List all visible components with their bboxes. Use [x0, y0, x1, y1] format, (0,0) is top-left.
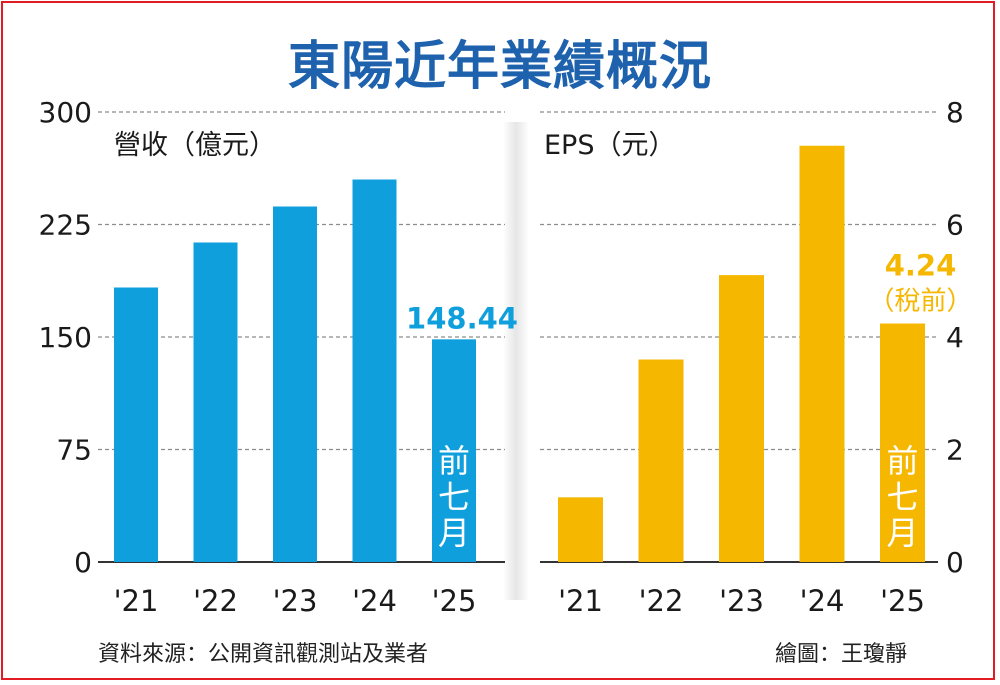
eps-category-label: '25 [880, 584, 925, 618]
revenue-bar [193, 242, 238, 562]
revenue-ytick-label: 225 [39, 209, 92, 242]
revenue-ytick-label: 75 [56, 434, 92, 467]
revenue-category-label: '21 [114, 584, 159, 618]
eps-category-label: '24 [800, 584, 845, 618]
eps-bar [799, 145, 845, 562]
revenue-bar-note-char: 月 [438, 514, 470, 552]
eps-bar [638, 359, 684, 562]
revenue-category-label: '22 [193, 584, 238, 618]
eps-axis-label: EPS（元） [544, 130, 675, 161]
revenue-bar [352, 179, 397, 562]
revenue-bar [432, 339, 476, 562]
eps-ytick-label: 4 [946, 321, 964, 354]
revenue-value-label: 148.44 [406, 301, 518, 335]
revenue-category-label: '23 [273, 584, 318, 618]
eps-category-label: '22 [639, 584, 684, 618]
eps-bar [719, 275, 764, 562]
eps-bar-note-char: 七 [886, 478, 918, 516]
revenue-bar-note-char: 七 [438, 478, 470, 516]
eps-bar [880, 323, 925, 562]
credit-note: 繪圖：王瓊靜 [775, 642, 908, 667]
source-note: 資料來源：公開資訊觀測站及業者 [98, 642, 429, 667]
chart-title: 東陽近年業績概況 [287, 37, 712, 97]
eps-category-label: '23 [719, 584, 764, 618]
revenue-bar [273, 206, 317, 562]
eps-ytick-label: 2 [946, 434, 964, 467]
revenue-ytick-label: 300 [39, 96, 92, 129]
eps-bar-note-char: 月 [886, 514, 918, 552]
revenue-category-label: '25 [432, 584, 477, 618]
revenue-bar [114, 287, 158, 562]
revenue-bar-note-char: 前 [438, 442, 470, 480]
panel-divider [503, 122, 529, 600]
eps-ytick-label: 0 [946, 546, 964, 579]
revenue-axis-label: 營收（億元） [114, 130, 276, 161]
revenue-ytick-label: 0 [74, 546, 92, 579]
revenue-ytick-label: 150 [39, 321, 92, 354]
eps-bar [558, 497, 603, 562]
eps-value-note: （稅前） [868, 287, 972, 317]
eps-ytick-label: 8 [946, 96, 964, 129]
eps-bar-note-char: 前 [886, 442, 918, 480]
revenue-category-label: '24 [352, 584, 397, 618]
eps-ytick-label: 6 [946, 209, 964, 242]
eps-category-label: '21 [558, 584, 603, 618]
eps-value-label: 4.24 [885, 249, 957, 283]
